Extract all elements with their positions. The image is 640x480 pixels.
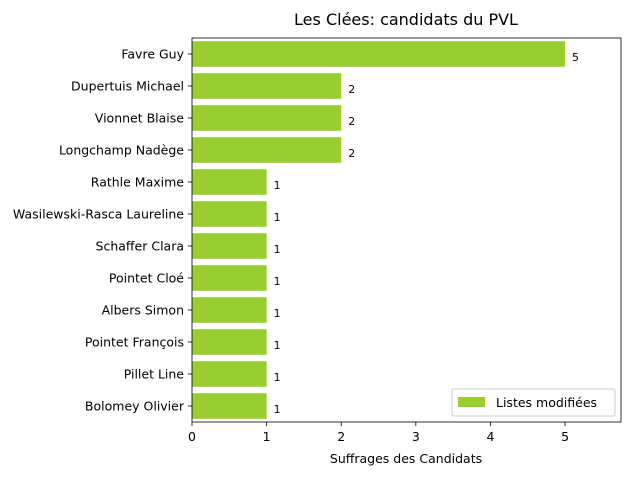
data-label: 1: [274, 211, 281, 224]
bar: [192, 169, 267, 195]
chart-title: Les Clées: candidats du PVL: [294, 10, 518, 29]
bar: [192, 233, 267, 259]
x-axis-label: Suffrages des Candidats: [330, 451, 482, 466]
y-tick-label: Vionnet Blaise: [95, 111, 185, 126]
data-label: 1: [274, 403, 281, 416]
bars-group: [192, 41, 566, 419]
bar: [192, 201, 267, 227]
data-label: 2: [348, 115, 355, 128]
data-label: 1: [274, 307, 281, 320]
legend-frame: [451, 388, 616, 417]
y-tick-label: Pointet François: [85, 335, 184, 350]
y-tick-label: Favre Guy: [121, 47, 184, 62]
y-tick-label: Albers Simon: [102, 303, 184, 318]
bar: [192, 105, 342, 131]
bar: [192, 73, 342, 99]
bar: [192, 265, 267, 291]
bar: [192, 393, 267, 419]
bar: [192, 361, 267, 387]
legend: Listes modifiées: [451, 388, 616, 417]
x-tick-label: 4: [486, 429, 494, 444]
y-tick-label: Rathle Maxime: [91, 175, 185, 190]
y-tick-label: Dupertuis Michael: [71, 79, 184, 94]
x-tick-label: 5: [561, 429, 569, 444]
data-label: 2: [348, 147, 355, 160]
data-label: 5: [572, 51, 579, 64]
x-tick-label: 1: [263, 429, 271, 444]
axes-frame: [191, 37, 622, 423]
bar: [192, 137, 342, 163]
data-label: 1: [274, 339, 281, 352]
x-tick-label: 0: [188, 429, 196, 444]
y-tick-label: Longchamp Nadège: [59, 143, 184, 158]
y-tick-labels: Favre Guy Dupertuis Michael Vionnet Blaise…: [13, 47, 192, 414]
data-labels: 5 2 2 2 1 1 1 1 1 1 1 1: [274, 51, 579, 416]
y-tick-label: Bolomey Olivier: [85, 399, 185, 414]
legend-entry-label: Listes modifiées: [496, 395, 597, 410]
legend-swatch: [458, 397, 485, 407]
y-tick-label: Pillet Line: [124, 367, 185, 382]
x-ticks: 0 1 2 3 4 5: [188, 422, 569, 444]
y-tick-label: Wasilewski-Rasca Laureline: [13, 207, 184, 222]
data-label: 1: [274, 179, 281, 192]
bar: [192, 329, 267, 355]
data-label: 1: [274, 275, 281, 288]
y-tick-label: Schaffer Clara: [96, 239, 184, 254]
plot-area-border: [191, 37, 622, 423]
data-label: 2: [348, 83, 355, 96]
bar: [192, 41, 566, 67]
x-tick-label: 2: [337, 429, 345, 444]
y-tick-label: Pointet Cloé: [109, 271, 184, 286]
data-label: 1: [274, 371, 281, 384]
data-label: 1: [274, 243, 281, 256]
x-tick-label: 3: [412, 429, 420, 444]
bar: [192, 297, 267, 323]
